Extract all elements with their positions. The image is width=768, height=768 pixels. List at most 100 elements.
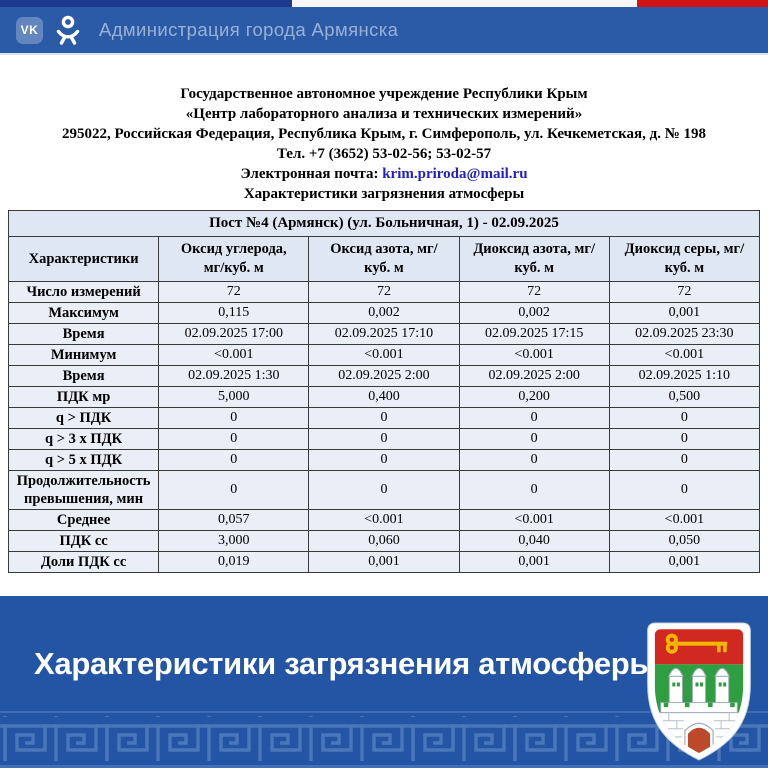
tricolor-navy-segment [0,0,292,7]
cell-value: 0,019 [158,551,310,573]
cell-value: 02.09.2025 2:00 [308,365,460,387]
pollution-table: Пост №4 (Армянск) (ул. Больничная, 1) - … [7,210,761,573]
banner-title: Характеристики загрязнения атмосферы [34,646,656,681]
odnoklassniki-icon[interactable] [54,14,82,46]
cell-value: 72 [608,281,761,303]
letterhead: Государственное автономное учреждение Ре… [0,55,768,204]
row-label: ПДК сс [7,530,160,552]
cell-value: 0 [458,470,610,510]
table-title-row: Пост №4 (Армянск) (ул. Больничная, 1) - … [8,210,760,237]
org-email-line: Электронная почта: krim.priroda@mail.ru [0,164,768,184]
cell-value: 0 [308,449,460,471]
document-title: Характеристики загрязнения атмосферы [243,186,525,202]
row-label: q > 3 x ПДК [7,428,160,450]
email-link[interactable]: krim.priroda@mail.ru [382,166,528,182]
table-row: q > ПДК 0 0 0 0 [7,407,761,429]
cell-value: 3,000 [158,530,310,552]
cell-value: 0 [158,470,310,510]
cell-value: 72 [308,281,460,303]
org-name-line: Государственное автономное учреждение Ре… [180,86,588,102]
table-title: Пост №4 (Армянск) (ул. Больничная, 1) - … [8,210,760,237]
cell-value: <0.001 [158,344,310,366]
cell-value: 0,115 [158,302,310,324]
cell-value: <0.001 [458,509,610,531]
cell-value: 0,001 [458,551,610,573]
cell-value: 0 [308,470,460,510]
topbar: VK Администрация города Армянска [0,7,768,55]
cell-value: 0 [458,428,610,450]
vk-icon[interactable]: VK [16,16,43,44]
table-row: ПДК мр 5,000 0,400 0,200 0,500 [7,386,761,408]
cell-value: 02.09.2025 17:10 [308,323,460,345]
email-label: Электронная почта: [240,166,379,182]
cell-value: 02.09.2025 17:00 [158,323,310,345]
org-phone: Тел. +7 (3652) 53-02-56; 53-02-57 [276,146,492,162]
cell-value: 0,050 [608,530,761,552]
column-header: Характеристики [7,236,160,282]
org-address: 295022, Российская Федерация, Республика… [61,126,707,142]
table-row: Среднее 0,057 <0.001 <0.001 <0.001 [7,509,761,531]
row-label: Время [7,323,160,345]
column-header: Диоксид азота, мг/куб. м [458,236,610,282]
cell-value: 72 [458,281,610,303]
row-label: Время [7,365,160,387]
cell-value: <0.001 [458,344,610,366]
tricolor-red-segment [637,0,768,7]
cell-value: 0 [158,407,310,429]
cell-value: 02.09.2025 2:00 [458,365,610,387]
table-row: q > 3 x ПДК 0 0 0 0 [7,428,761,450]
row-label: Число измерений [7,281,160,303]
tricolor-strip [0,0,768,7]
table-row: q > 5 x ПДК 0 0 0 0 [7,449,761,471]
cell-value: 0,200 [458,386,610,408]
cell-value: 0 [608,428,761,450]
tricolor-white-segment [291,0,638,7]
table-row: Время 02.09.2025 17:00 02.09.2025 17:10 02.… [7,323,761,345]
row-label: ПДК мр [7,386,160,408]
cell-value: 02.09.2025 17:15 [458,323,610,345]
cell-value: 0 [608,470,761,510]
table-row: Максимум 0,115 0,002 0,002 0,001 [7,302,761,324]
cell-value: 0,400 [308,386,460,408]
cell-value: <0.001 [308,344,460,366]
table-row: Доли ПДК сс 0,019 0,001 0,001 0,001 [7,551,761,573]
cell-value: 0,500 [608,386,761,408]
cell-value: 0 [458,407,610,429]
document-body: Государственное автономное учреждение Ре… [0,55,768,596]
cell-value: 0 [158,428,310,450]
cell-value: 5,000 [158,386,310,408]
cell-value: 0 [308,428,460,450]
odnoklassniki-glyph [56,15,80,45]
cell-value: 0 [608,449,761,471]
row-label: Максимум [7,302,160,324]
bottom-banner: Характеристики загрязнения атмосферы [0,596,768,768]
cell-value: 0 [608,407,761,429]
armyansk-coat-of-arms [647,622,751,761]
cell-value: 02.09.2025 1:30 [158,365,310,387]
cell-value: 0 [158,449,310,471]
cell-value: 0,057 [158,509,310,531]
table-row: Минимум <0.001 <0.001 <0.001 <0.001 [7,344,761,366]
vk-icon-label: VK [20,23,39,37]
row-label: q > 5 x ПДК [7,449,160,471]
column-header: Диоксид серы, мг/куб. м [608,236,761,282]
org-name-line2: «Центр лабораторного анализа и техническ… [185,106,583,122]
cell-value: 0,001 [608,551,761,573]
meander-border [0,711,768,768]
table-row: Число измерений 72 72 72 72 [7,281,761,303]
cell-value: 0,002 [458,302,610,324]
row-label: Доли ПДК сс [7,551,160,573]
column-header: Оксид азота, мг/куб. м [308,236,460,282]
column-header: Оксид углерода, мг/куб. м [158,236,310,282]
table-row: ПДК сс 3,000 0,060 0,040 0,050 [7,530,761,552]
cell-value: 0,001 [608,302,761,324]
cell-value: 0,001 [308,551,460,573]
cell-value: <0.001 [608,344,761,366]
table-row: Время 02.09.2025 1:30 02.09.2025 2:00 02.09… [7,365,761,387]
cell-value: 0,060 [308,530,460,552]
cell-value: 02.09.2025 23:30 [608,323,761,345]
cell-value: 0 [458,449,610,471]
cell-value: 72 [158,281,310,303]
